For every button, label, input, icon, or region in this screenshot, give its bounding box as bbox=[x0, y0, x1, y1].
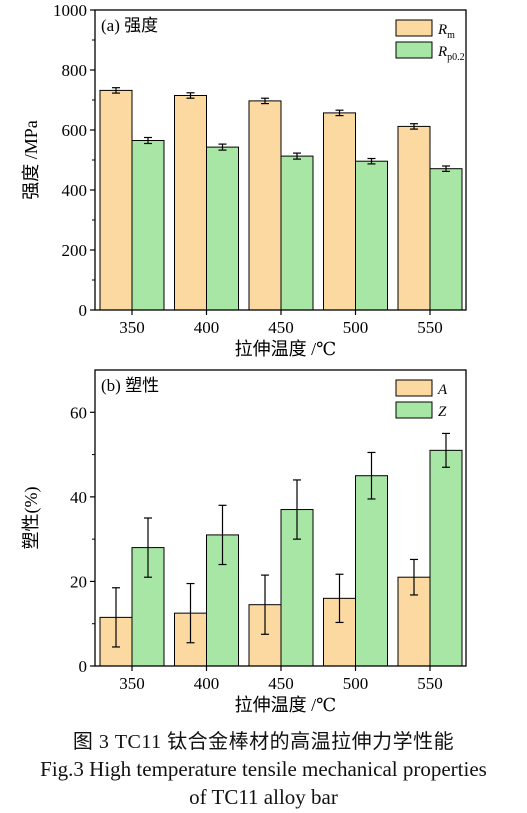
x-tick-label-400: 400 bbox=[194, 318, 220, 337]
legend-label-rp02-sub: p0.2 bbox=[447, 52, 465, 63]
error-bar-rp02-400 bbox=[218, 143, 227, 151]
x-axis-label-strength: 拉伸温度 /℃ bbox=[235, 339, 337, 359]
legend-label-z-symbol: Z bbox=[438, 404, 447, 420]
error-bars-plasticity bbox=[112, 432, 450, 648]
legend-label-a: A bbox=[437, 382, 448, 398]
error-bar-rp02-500 bbox=[367, 157, 376, 165]
bar-rp02-500 bbox=[355, 160, 388, 311]
error-bar-rm-450 bbox=[261, 97, 269, 105]
y-tick-label-400: 400 bbox=[62, 181, 88, 200]
error-bars-strength bbox=[112, 87, 450, 172]
legend-label-rm: Rm bbox=[437, 22, 455, 41]
y-tick-label-0: 0 bbox=[79, 657, 88, 676]
bar-rp02-450 bbox=[280, 155, 314, 311]
figure-caption-chinese: 图 3 TC11 钛合金棒材的高温拉伸力学性能 bbox=[72, 731, 455, 753]
bar-rm-550 bbox=[397, 125, 431, 311]
y-axis-label-strength: 强度 /MPa bbox=[21, 120, 41, 200]
error-bar-z-450 bbox=[293, 479, 301, 540]
legend-label-rm-symbol: R bbox=[437, 22, 447, 38]
figure-caption-english-line1: Fig.3 High temperature tensile mechanica… bbox=[40, 757, 487, 781]
x-tick-label-500: 500 bbox=[343, 674, 369, 693]
panel-strength: 0 200 400 600 800 1000 350 400 450 500 550 (a) 强度… bbox=[21, 1, 467, 359]
bars-plasticity bbox=[99, 449, 463, 667]
bar-z-550 bbox=[429, 449, 463, 667]
y-tick-label-20: 20 bbox=[70, 572, 87, 591]
y-tick-label-40: 40 bbox=[70, 488, 87, 507]
error-bar-a-500 bbox=[335, 573, 344, 624]
x-tick-label-400: 400 bbox=[194, 674, 220, 693]
error-bar-z-350 bbox=[144, 517, 152, 578]
error-bar-rm-350 bbox=[112, 87, 120, 94]
x-tick-label-550: 550 bbox=[417, 318, 443, 337]
error-bar-rp02-350 bbox=[144, 136, 152, 145]
error-bar-a-350 bbox=[112, 587, 120, 648]
legend-label-rp02: Rp0.2 bbox=[437, 44, 465, 63]
y-ticks-strength: 0 200 400 600 800 1000 bbox=[53, 1, 95, 320]
error-bar-a-450 bbox=[261, 574, 269, 635]
x-tick-label-500: 500 bbox=[343, 318, 369, 337]
y-tick-label-60: 60 bbox=[70, 403, 87, 422]
error-bar-rp02-450 bbox=[293, 152, 301, 160]
y-tick-label-1000: 1000 bbox=[53, 1, 87, 20]
error-bar-a-400 bbox=[186, 582, 195, 644]
x-tick-label-350: 350 bbox=[119, 318, 145, 337]
error-bar-z-400 bbox=[218, 504, 227, 566]
panel-plasticity: 0 20 40 60 350 400 450 500 550 (b) 塑性 塑性(%) 拉伸温… bbox=[21, 369, 467, 715]
legend-swatch-rm bbox=[395, 19, 433, 37]
bar-rm-500 bbox=[323, 112, 356, 311]
error-bar-a-550 bbox=[410, 558, 418, 596]
x-tick-label-450: 450 bbox=[268, 318, 294, 337]
y-tick-label-200: 200 bbox=[62, 241, 88, 260]
y-axis-label-plasticity: 塑性(%) bbox=[21, 487, 42, 550]
legend-label-rp02-symbol: R bbox=[437, 44, 447, 60]
error-bar-rm-550 bbox=[410, 123, 418, 130]
legend-swatch-z bbox=[395, 401, 433, 419]
error-bar-rp02-550 bbox=[442, 165, 450, 172]
bar-z-500 bbox=[355, 475, 388, 667]
error-bar-z-550 bbox=[442, 432, 450, 468]
legend-swatch-rp02 bbox=[395, 41, 433, 59]
bar-rm-450 bbox=[248, 100, 282, 311]
x-tick-label-350: 350 bbox=[119, 674, 145, 693]
y-ticks-plasticity: 0 20 40 60 bbox=[70, 403, 95, 676]
panel-title-strength: (a) 强度 bbox=[101, 16, 158, 35]
bar-rm-350 bbox=[99, 89, 133, 311]
bar-rp02-400 bbox=[206, 146, 239, 311]
x-ticks-strength: 350 400 450 500 550 bbox=[119, 310, 443, 337]
y-tick-label-0: 0 bbox=[79, 301, 88, 320]
legend-swatch-a bbox=[395, 379, 433, 397]
x-ticks-plasticity: 350 400 450 500 550 bbox=[119, 666, 443, 693]
error-bar-rm-500 bbox=[335, 109, 344, 117]
figure-caption-english-line2: of TC11 alloy bar bbox=[189, 785, 338, 809]
legend-label-rm-sub: m bbox=[447, 30, 455, 41]
bars-strength bbox=[99, 89, 463, 311]
error-bar-z-500 bbox=[367, 451, 376, 500]
panel-title-plasticity: (b) 塑性 bbox=[101, 376, 159, 395]
bar-rm-400 bbox=[174, 95, 207, 311]
bar-rp02-350 bbox=[131, 140, 165, 311]
legend-label-a-symbol: A bbox=[437, 382, 448, 398]
legend-label-z: Z bbox=[438, 404, 447, 420]
y-tick-label-600: 600 bbox=[62, 121, 88, 140]
bar-rp02-550 bbox=[429, 168, 463, 311]
x-tick-label-450: 450 bbox=[268, 674, 294, 693]
legend-plasticity: A Z bbox=[395, 379, 448, 420]
legend-strength: Rm Rp0.2 bbox=[395, 19, 465, 63]
y-tick-label-800: 800 bbox=[62, 61, 88, 80]
x-tick-label-550: 550 bbox=[417, 674, 443, 693]
error-bar-rm-400 bbox=[186, 92, 195, 99]
x-axis-label-plasticity: 拉伸温度 /℃ bbox=[235, 695, 337, 715]
